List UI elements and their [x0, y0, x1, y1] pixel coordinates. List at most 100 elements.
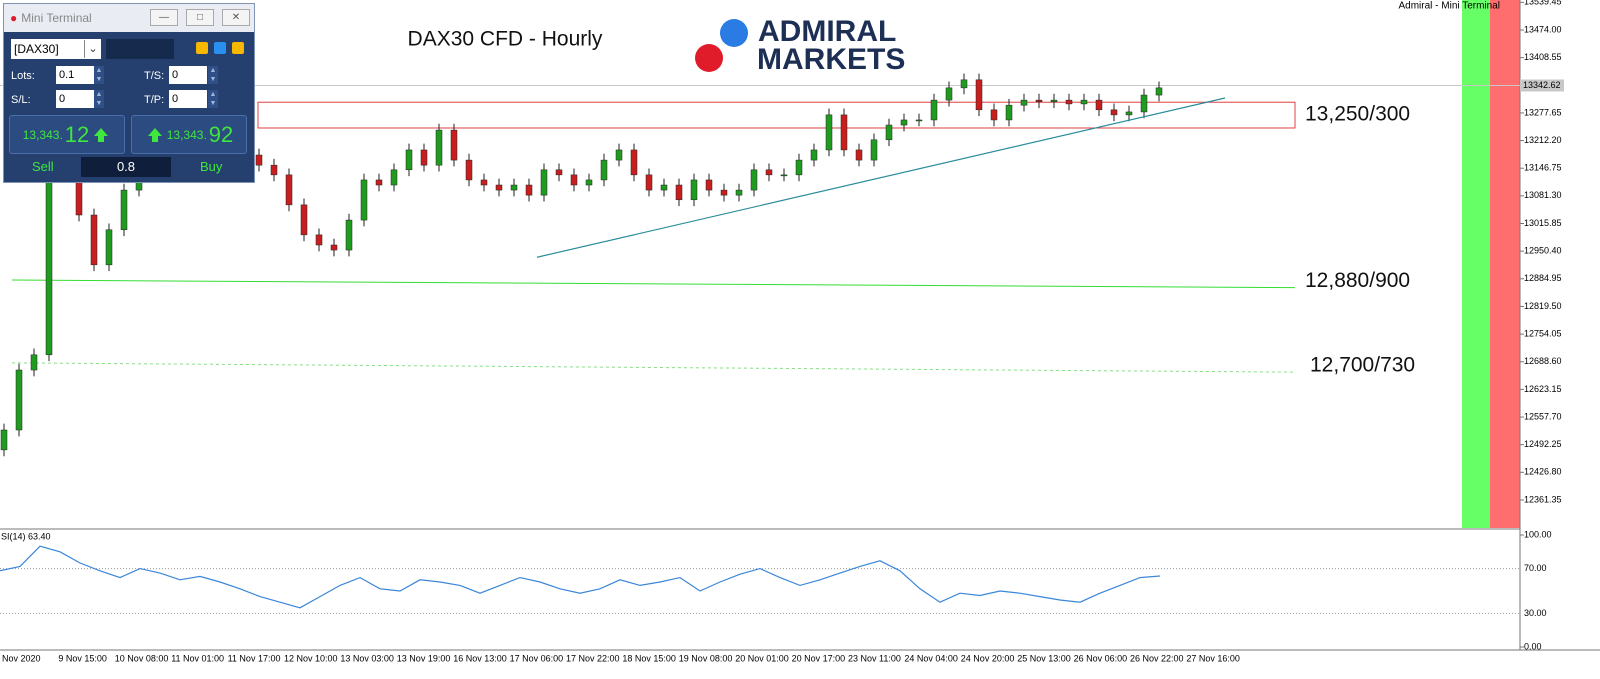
x-tick-label: 10 Nov 08:00 — [115, 653, 169, 663]
close-button[interactable]: ✕ — [222, 9, 250, 26]
support-line — [11, 279, 1296, 289]
candle-body — [630, 149, 638, 176]
buy-label[interactable]: Buy — [200, 159, 223, 174]
terminal-icon: ● — [10, 11, 18, 25]
candle-body — [435, 129, 443, 166]
candle-body — [855, 149, 863, 161]
sell-pips: 12 — [64, 121, 90, 147]
rsi-tick-label: 70.00 — [1524, 563, 1547, 573]
candle-body — [780, 174, 788, 177]
y-tick-label: 12754.05 — [1524, 328, 1562, 338]
spinner[interactable]: ▲ ▼ — [94, 66, 104, 84]
tp-label: T/P: — [144, 94, 165, 106]
candle-body — [0, 429, 8, 451]
y-tick-label: 13015.85 — [1524, 218, 1562, 228]
candle-body — [870, 139, 878, 161]
candle-body — [975, 79, 983, 111]
minimize-button[interactable]: — — [150, 9, 178, 26]
terminal-titlebar: ● Mini Terminal — □ ✕ — [4, 4, 254, 32]
window-title: Admiral - Mini Terminal — [1398, 1, 1500, 12]
spread: 0.8 — [81, 157, 171, 177]
candle-body — [345, 219, 353, 251]
up-arrow — [147, 127, 162, 142]
candle-body — [570, 174, 578, 186]
candle-body — [915, 119, 923, 122]
tool-button[interactable] — [196, 42, 208, 54]
level-label: 12,880/900 — [1305, 269, 1410, 292]
sell-price: 13,343. — [22, 127, 63, 142]
candle-body — [900, 119, 908, 126]
tool-button[interactable] — [232, 42, 244, 54]
sl-input[interactable]: 0 — [56, 90, 94, 108]
candle-body — [465, 159, 473, 181]
trendline — [536, 97, 1226, 258]
tp-input[interactable]: 0 — [169, 90, 207, 108]
rsi-label: SI(14) 63.40 — [1, 531, 51, 541]
support-line — [11, 362, 1296, 373]
candle-body — [795, 159, 803, 176]
candle-body — [1110, 109, 1118, 116]
y-tick-label: 13474.00 — [1524, 24, 1562, 34]
candle-body — [1080, 99, 1088, 105]
candle-body — [540, 169, 548, 196]
candle-body — [300, 204, 308, 236]
candle-body — [720, 189, 728, 196]
spinner[interactable]: ▲ ▼ — [208, 90, 218, 108]
ts-input[interactable]: 0 — [169, 66, 207, 84]
x-tick-label: 9 Nov 15:00 — [58, 653, 107, 663]
lots-input[interactable]: 0.1 — [56, 66, 94, 84]
candle-body — [15, 369, 23, 431]
sell-button[interactable]: 13,343. 12 — [9, 115, 125, 154]
settings-button[interactable] — [214, 42, 226, 54]
candle-body — [690, 179, 698, 201]
resistance-zone — [257, 101, 1296, 129]
x-tick-label: 18 Nov 15:00 — [622, 653, 676, 663]
y-tick-label: 12884.95 — [1524, 273, 1562, 283]
current-price-box — [1520, 79, 1564, 92]
restore-button[interactable]: □ — [186, 9, 214, 26]
y-tick-label: 12492.25 — [1524, 439, 1562, 449]
terminal-title: Mini Terminal — [21, 11, 92, 25]
x-tick-label: 20 Nov 17:00 — [792, 653, 846, 663]
rsi-tick-label: 0.00 — [1524, 641, 1542, 651]
candle-body — [1095, 99, 1103, 111]
candle-body — [645, 174, 653, 191]
x-tick-label: 19 Nov 08:00 — [679, 653, 733, 663]
candle-body — [270, 164, 278, 176]
candle-body — [375, 179, 383, 186]
candle-body — [360, 179, 368, 221]
dropdown-arrow[interactable]: ⌄ — [84, 40, 101, 58]
candle-body — [660, 184, 668, 191]
candle-body — [930, 99, 938, 121]
x-tick-label: 16 Nov 13:00 — [453, 653, 507, 663]
rsi-tick-label: 100.00 — [1524, 529, 1552, 539]
candle-body — [255, 154, 263, 166]
y-tick-label: 12623.15 — [1524, 384, 1562, 394]
candle-body — [390, 169, 398, 186]
sell-label[interactable]: Sell — [32, 159, 54, 174]
y-tick-label: 13146.75 — [1524, 163, 1562, 173]
y-tick-label: 12688.60 — [1524, 356, 1562, 366]
candle-body — [675, 184, 683, 201]
spinner[interactable]: ▲ ▼ — [208, 66, 218, 84]
buy-button[interactable]: 13,343. 92 — [131, 115, 247, 154]
buy-price: 13,343. — [166, 127, 207, 142]
symbol-select[interactable]: [DAX30] — [11, 39, 101, 59]
y-tick-label: 12361.35 — [1524, 494, 1562, 504]
candle-body — [105, 229, 113, 266]
symbol-field — [106, 39, 174, 59]
logo-text: MARKETS — [757, 43, 905, 76]
candle-body — [1155, 87, 1163, 96]
spinner[interactable]: ▲ ▼ — [94, 90, 104, 108]
rsi-line — [0, 545, 1161, 609]
logo-text: ADMIRAL — [758, 15, 896, 48]
up-arrow — [94, 127, 109, 142]
candle-body — [525, 184, 533, 196]
lots-label: Lots: — [11, 70, 35, 82]
candle-body — [990, 109, 998, 121]
candle-body — [1020, 99, 1028, 106]
x-tick-label: 26 Nov 22:00 — [1130, 653, 1184, 663]
candle-body — [45, 169, 53, 356]
candle-body — [810, 149, 818, 161]
